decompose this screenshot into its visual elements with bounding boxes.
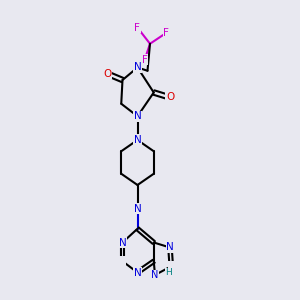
Text: F: F: [142, 55, 148, 65]
Text: O: O: [166, 92, 174, 103]
Text: O: O: [103, 69, 112, 79]
Text: N: N: [134, 62, 141, 73]
Text: H: H: [165, 268, 172, 277]
Text: N: N: [134, 204, 141, 214]
Text: N: N: [166, 242, 174, 253]
Text: N: N: [118, 238, 126, 248]
Text: N: N: [134, 268, 141, 278]
Text: N: N: [134, 135, 141, 145]
Text: F: F: [163, 28, 169, 38]
Text: N: N: [151, 270, 159, 280]
Text: F: F: [134, 22, 140, 32]
Text: N: N: [134, 111, 141, 121]
